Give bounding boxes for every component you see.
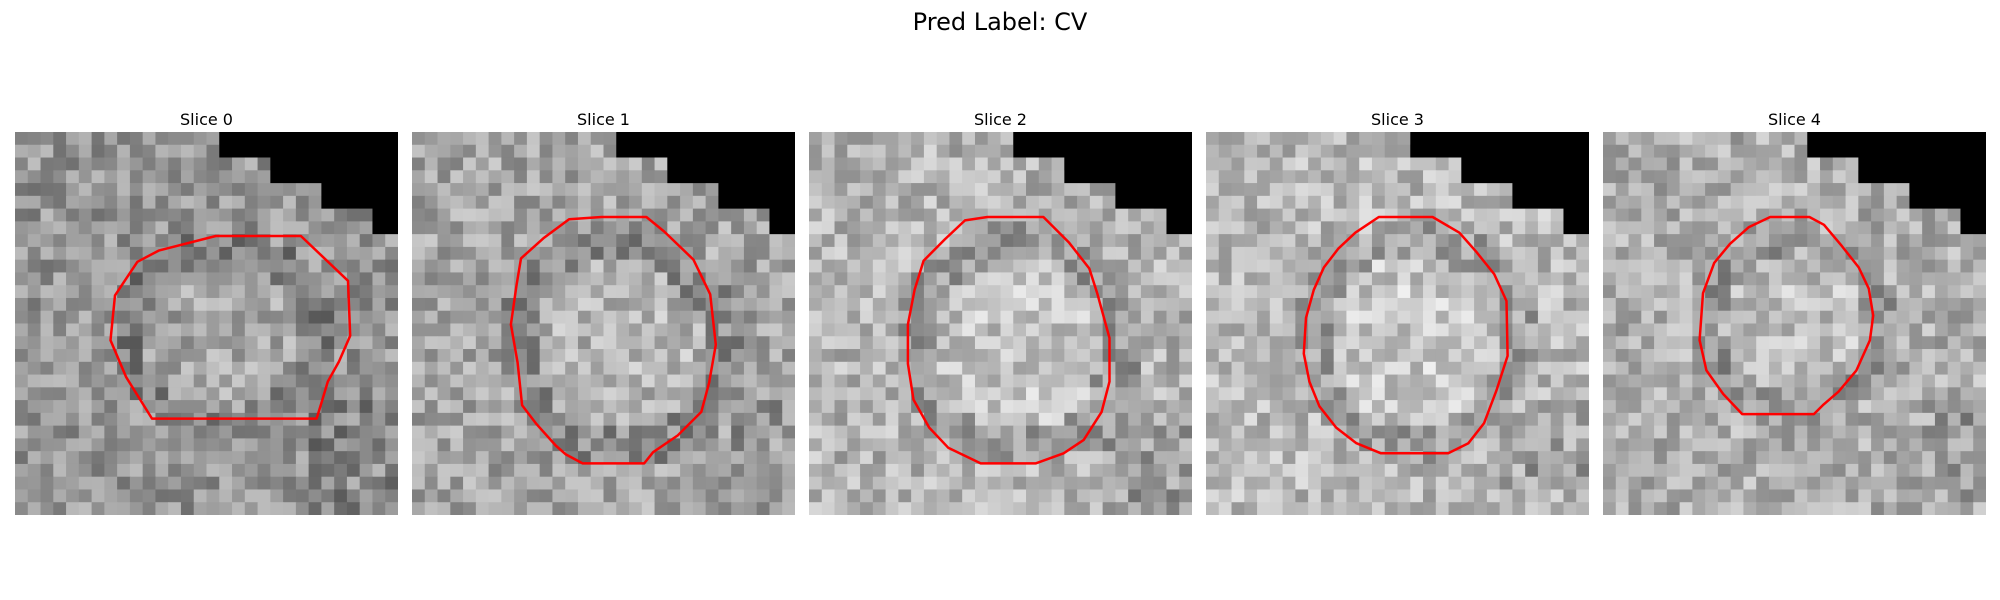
segmentation-contour — [1698, 215, 1875, 416]
slice-title-2: Slice 2 — [974, 110, 1027, 129]
slice-title-1: Slice 1 — [577, 110, 630, 129]
segmentation-contour — [509, 215, 718, 465]
slice-image-svg-4 — [1603, 132, 1986, 515]
slice-image-2 — [809, 132, 1192, 515]
slice-image-svg-1 — [412, 132, 795, 515]
slice-panel-1: Slice 1 — [412, 108, 795, 515]
segmentation-contour — [1302, 215, 1509, 455]
slice-image-svg-0 — [15, 132, 398, 515]
segmentation-contour — [906, 215, 1111, 465]
segmentation-contour — [109, 234, 352, 420]
slice-image-svg-2 — [809, 132, 1192, 515]
slice-image-svg-3 — [1206, 132, 1589, 515]
slice-panel-2: Slice 2 — [809, 108, 1192, 515]
slice-title-0: Slice 0 — [180, 110, 233, 129]
slice-title-3: Slice 3 — [1371, 110, 1424, 129]
slice-image-0 — [15, 132, 398, 515]
slice-panel-0: Slice 0 — [15, 108, 398, 515]
figure-title: Pred Label: CV — [912, 8, 1088, 36]
slice-image-1 — [412, 132, 795, 515]
slice-panel-3: Slice 3 — [1206, 108, 1589, 515]
slice-title-4: Slice 4 — [1768, 110, 1821, 129]
slice-image-3 — [1206, 132, 1589, 515]
slice-panel-4: Slice 4 — [1603, 108, 1986, 515]
pixel-grid — [1603, 132, 1986, 515]
slice-image-4 — [1603, 132, 1986, 515]
